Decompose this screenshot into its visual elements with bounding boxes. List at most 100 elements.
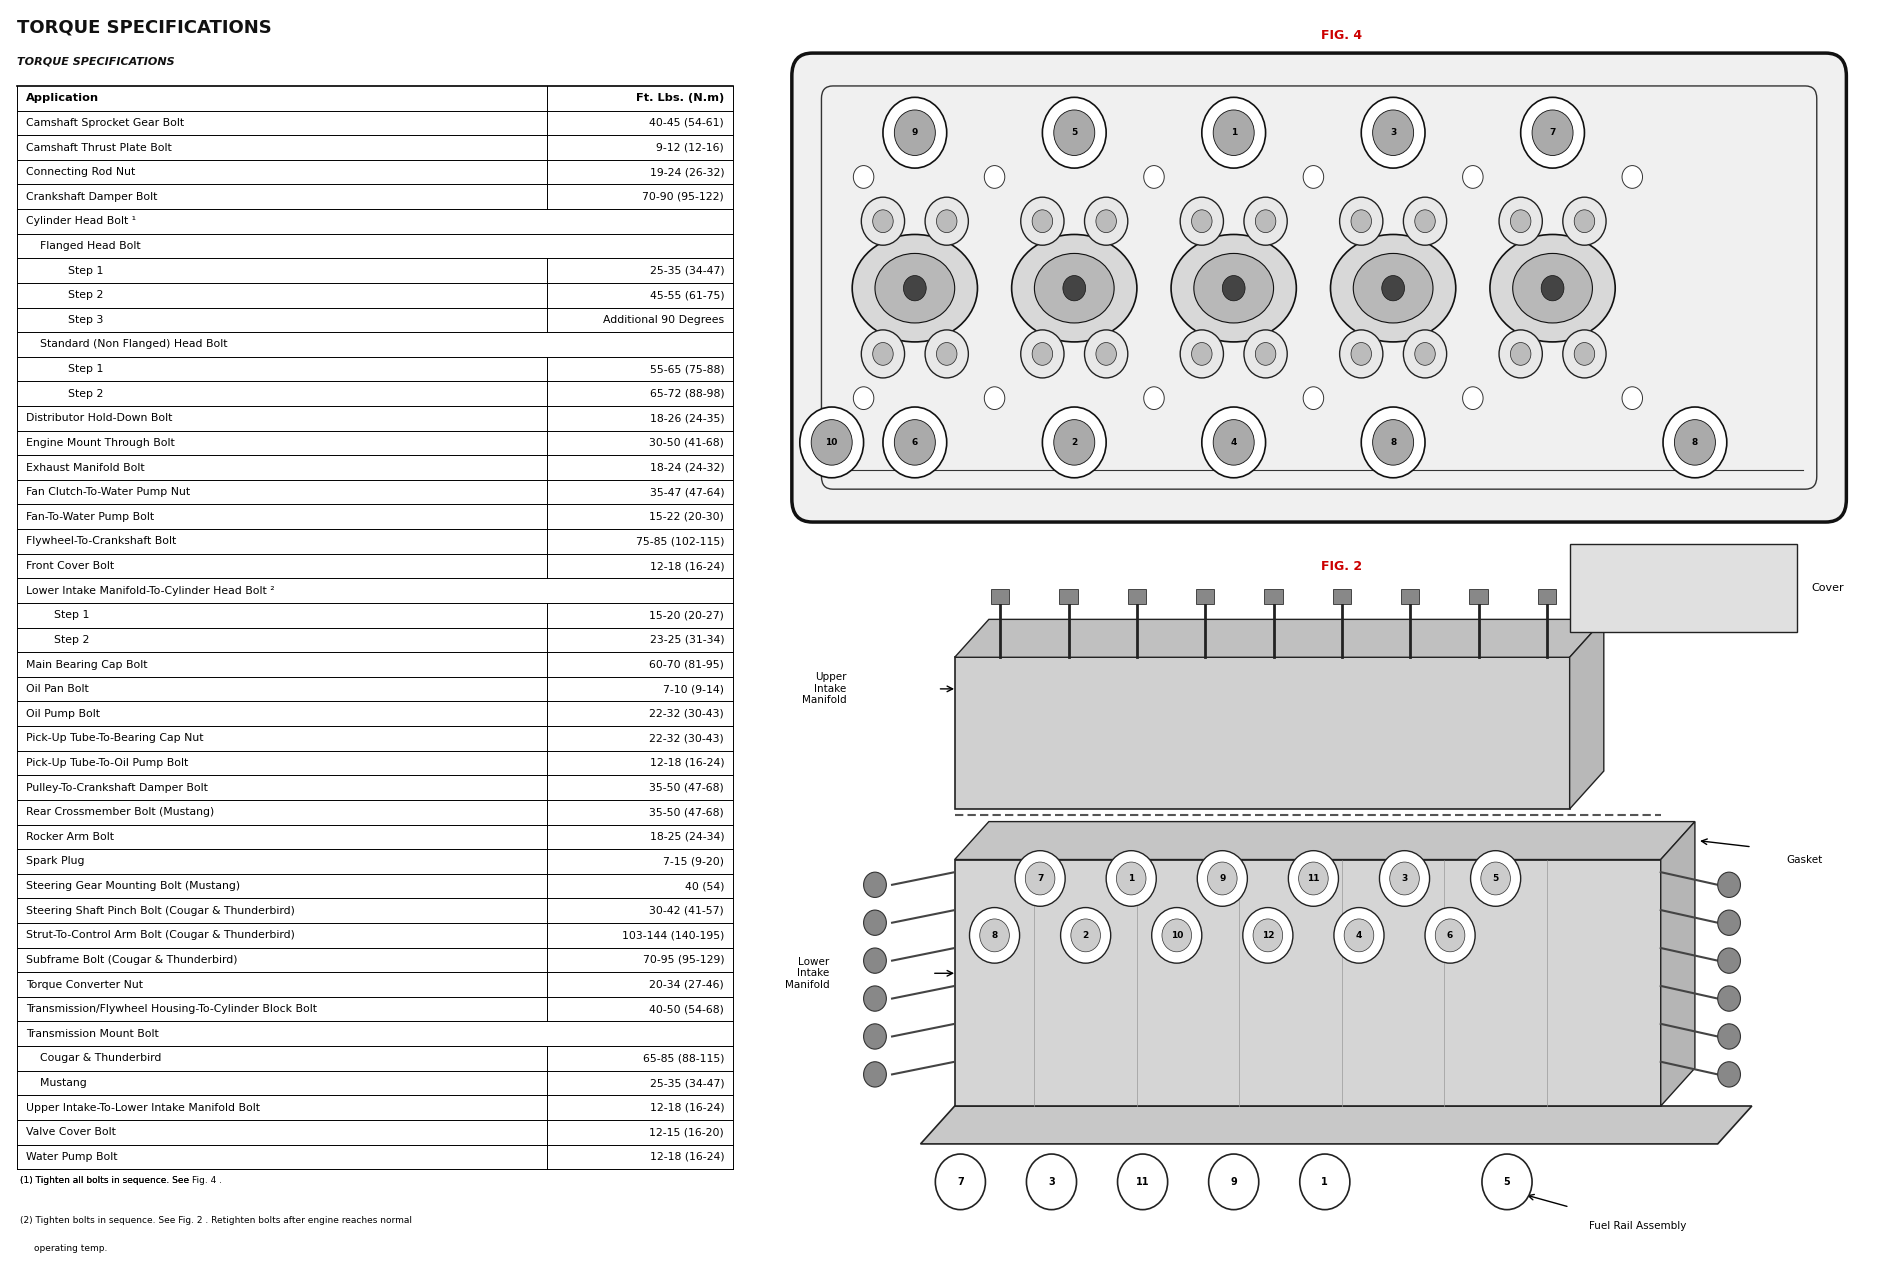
Circle shape [1162,919,1192,952]
Text: 5: 5 [1492,873,1499,884]
Text: 12-15 (16-20): 12-15 (16-20) [649,1127,725,1138]
Text: 6: 6 [1446,930,1454,940]
Circle shape [1663,407,1727,478]
Text: Rear Crossmember Bolt (Mustang): Rear Crossmember Bolt (Mustang) [25,808,214,818]
Circle shape [1015,851,1065,906]
Text: 9-12 (12-16): 9-12 (12-16) [657,143,725,153]
Circle shape [1414,210,1435,233]
Text: FIG. 4: FIG. 4 [1321,29,1363,42]
Circle shape [1463,166,1482,188]
Circle shape [1304,387,1323,410]
Circle shape [1213,110,1255,155]
Circle shape [1152,908,1201,963]
Text: 5: 5 [1503,1177,1511,1187]
FancyBboxPatch shape [1537,589,1556,604]
Circle shape [1380,851,1429,906]
Text: 1: 1 [1230,128,1237,138]
Text: Transmission/Flywheel Housing-To-Cylinder Block Bolt: Transmission/Flywheel Housing-To-Cylinde… [25,1004,317,1014]
Circle shape [1471,851,1520,906]
Circle shape [1562,197,1606,245]
Circle shape [1021,197,1065,245]
Text: 4: 4 [1355,930,1363,940]
Circle shape [924,330,968,378]
Circle shape [864,986,886,1011]
Circle shape [873,210,894,233]
Text: 15-22 (20-30): 15-22 (20-30) [649,512,725,522]
Ellipse shape [1353,253,1433,324]
Circle shape [1255,210,1275,233]
Text: 55-65 (75-88): 55-65 (75-88) [649,364,725,374]
Ellipse shape [1034,253,1114,324]
Text: 35-47 (47-64): 35-47 (47-64) [649,487,725,497]
Circle shape [1107,851,1156,906]
Circle shape [854,166,873,188]
Text: 9: 9 [1230,1177,1237,1187]
Text: 12-18 (16-24): 12-18 (16-24) [649,561,725,571]
Text: 65-85 (88-115): 65-85 (88-115) [643,1053,725,1063]
Ellipse shape [1513,253,1592,324]
Text: Upper
Intake
Manifold: Upper Intake Manifold [801,672,847,705]
Circle shape [1382,276,1405,301]
Text: 8: 8 [1389,437,1397,447]
Circle shape [1334,908,1384,963]
Polygon shape [1661,822,1695,1106]
Text: 103-144 (140-195): 103-144 (140-195) [623,930,725,940]
Text: 75-85 (102-115): 75-85 (102-115) [636,536,725,546]
Text: 35-50 (47-68): 35-50 (47-68) [649,808,725,818]
Polygon shape [955,822,1695,860]
FancyBboxPatch shape [1059,589,1078,604]
Text: 15-20 (20-27): 15-20 (20-27) [649,611,725,621]
Text: Subframe Bolt (Cougar & Thunderbird): Subframe Bolt (Cougar & Thunderbird) [25,954,237,964]
Text: Step 2: Step 2 [40,635,89,645]
Text: FIG. 2: FIG. 2 [1321,560,1363,573]
Circle shape [1201,407,1266,478]
Circle shape [1499,197,1543,245]
Polygon shape [921,1106,1752,1144]
Polygon shape [955,860,1661,1106]
Circle shape [1425,908,1475,963]
Circle shape [1025,862,1055,895]
Circle shape [1403,330,1446,378]
Circle shape [1674,420,1716,465]
Text: 30-42 (41-57): 30-42 (41-57) [649,906,725,915]
Circle shape [1573,343,1594,365]
Text: Distributor Hold-Down Bolt: Distributor Hold-Down Bolt [25,413,173,423]
Text: 2: 2 [1082,930,1089,940]
Text: 12: 12 [1262,930,1274,940]
Circle shape [985,387,1004,410]
Circle shape [1499,330,1543,378]
Circle shape [1053,420,1095,465]
Ellipse shape [1012,234,1137,343]
Text: 25-35 (34-47): 25-35 (34-47) [649,265,725,276]
FancyBboxPatch shape [991,589,1010,604]
Circle shape [1718,910,1740,935]
Text: Camshaft Sprocket Gear Bolt: Camshaft Sprocket Gear Bolt [25,118,184,128]
Circle shape [1361,97,1425,168]
Text: 12-18 (16-24): 12-18 (16-24) [649,758,725,769]
Text: 40-45 (54-61): 40-45 (54-61) [649,118,725,128]
Text: Pulley-To-Crankshaft Damper Bolt: Pulley-To-Crankshaft Damper Bolt [25,782,207,793]
Circle shape [1340,330,1384,378]
Circle shape [1414,343,1435,365]
Text: Flanged Head Bolt: Flanged Head Bolt [32,241,140,252]
Circle shape [1213,420,1255,465]
Circle shape [1532,110,1573,155]
Text: 30-50 (41-68): 30-50 (41-68) [649,437,725,447]
Ellipse shape [852,234,977,343]
Circle shape [1372,110,1414,155]
Text: Step 2: Step 2 [47,291,104,301]
Text: 12-18 (16-24): 12-18 (16-24) [649,1152,725,1162]
Circle shape [1463,387,1482,410]
Text: 12-18 (16-24): 12-18 (16-24) [649,1102,725,1112]
Text: 11: 11 [1308,873,1319,884]
FancyBboxPatch shape [1264,589,1283,604]
Circle shape [1573,210,1594,233]
Circle shape [1243,330,1287,378]
Text: 3: 3 [1048,1177,1055,1187]
Text: (1) Tighten all bolts in sequence. See: (1) Tighten all bolts in sequence. See [21,1176,192,1184]
Circle shape [883,407,947,478]
Circle shape [1480,862,1511,895]
FancyBboxPatch shape [791,53,1847,522]
Text: TORQUE SPECIFICATIONS: TORQUE SPECIFICATIONS [17,19,271,37]
Text: Main Bearing Cap Bolt: Main Bearing Cap Bolt [25,660,146,670]
